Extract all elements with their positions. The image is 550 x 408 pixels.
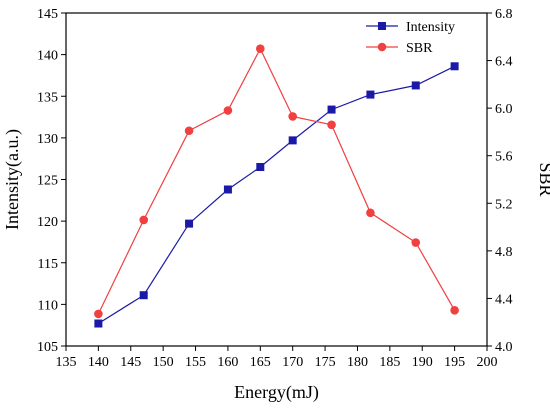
x-tick-label: 155 xyxy=(185,355,206,370)
sbr-point xyxy=(411,238,421,247)
y-left-tick-label: 135 xyxy=(37,90,58,105)
x-tick-label: 170 xyxy=(282,355,303,370)
sbr-point xyxy=(327,120,336,130)
legend-intensity-label: Intensity xyxy=(406,20,455,35)
y-axis-left-title: Intensity(a.u.) xyxy=(2,129,23,230)
sbr-point xyxy=(288,112,297,121)
x-tick-label: 160 xyxy=(217,355,238,370)
y-right-tick-label: 4.4 xyxy=(495,292,513,307)
legend-sbr-marker xyxy=(377,42,387,52)
x-tick-label: 195 xyxy=(444,355,465,370)
intensity-point xyxy=(256,163,265,172)
intensity-point xyxy=(185,219,194,228)
x-tick-label: 145 xyxy=(120,355,141,370)
sbr-point xyxy=(366,208,375,218)
x-tick-label: 180 xyxy=(347,355,368,370)
intensity-point xyxy=(288,136,297,145)
plot-area: 135 140 145 150 155 160 165 170 175 180 185 190 195 2… xyxy=(37,7,513,370)
sbr-series-line xyxy=(97,47,456,315)
legend-sbr-label: SBR xyxy=(406,41,433,56)
x-tick-label: 165 xyxy=(250,355,271,370)
intensity-point xyxy=(139,291,148,300)
y-left-tick-label: 130 xyxy=(37,132,58,147)
y-right-tick-label: 6.0 xyxy=(495,102,513,117)
intensity-point xyxy=(223,185,232,194)
y-right-tick-label: 6.8 xyxy=(495,7,513,22)
y-left-tick-label: 115 xyxy=(38,257,58,272)
sbr-point xyxy=(139,215,149,225)
y-left-tick-label: 145 xyxy=(37,7,58,22)
y-right-tick-label: 4.8 xyxy=(495,245,513,260)
y-left-tick-label: 125 xyxy=(37,174,58,189)
intensity-point xyxy=(327,105,336,114)
x-tick-label: 135 xyxy=(56,355,77,370)
y-left-tick-label: 110 xyxy=(38,298,58,313)
sbr-point xyxy=(184,126,194,136)
intensity-point xyxy=(450,62,459,71)
x-tick-label: 200 xyxy=(477,355,498,370)
x-tick-label: 185 xyxy=(379,355,400,370)
plot-frame xyxy=(65,12,488,347)
x-axis-title: Energy(mJ) xyxy=(234,382,319,403)
y-right-tick-label: 5.2 xyxy=(495,197,513,212)
x-tick-label: 190 xyxy=(412,355,433,370)
intensity-point xyxy=(366,90,375,99)
x-tick-label: 175 xyxy=(315,355,336,370)
y-left-tick-label: 120 xyxy=(37,215,58,230)
intensity-point xyxy=(94,319,103,328)
x-tick-label: 150 xyxy=(153,355,174,370)
sbr-point xyxy=(450,306,459,315)
legend-intensity-marker xyxy=(378,22,386,30)
y-axis-right-title: SBR xyxy=(536,162,550,196)
intensity-point xyxy=(411,81,420,90)
y-left-tick-label: 105 xyxy=(37,340,58,355)
x-tick-label: 140 xyxy=(88,355,109,370)
y-right-tick-label: 4.0 xyxy=(495,340,513,355)
y-right-tick-label: 5.6 xyxy=(495,150,513,165)
sbr-point xyxy=(223,106,233,115)
sbr-point xyxy=(256,44,265,53)
y-left-tick-label: 140 xyxy=(37,49,58,64)
sbr-point xyxy=(94,309,103,319)
intensity-series-line xyxy=(98,65,455,325)
y-right-tick-label: 6.4 xyxy=(495,55,513,70)
